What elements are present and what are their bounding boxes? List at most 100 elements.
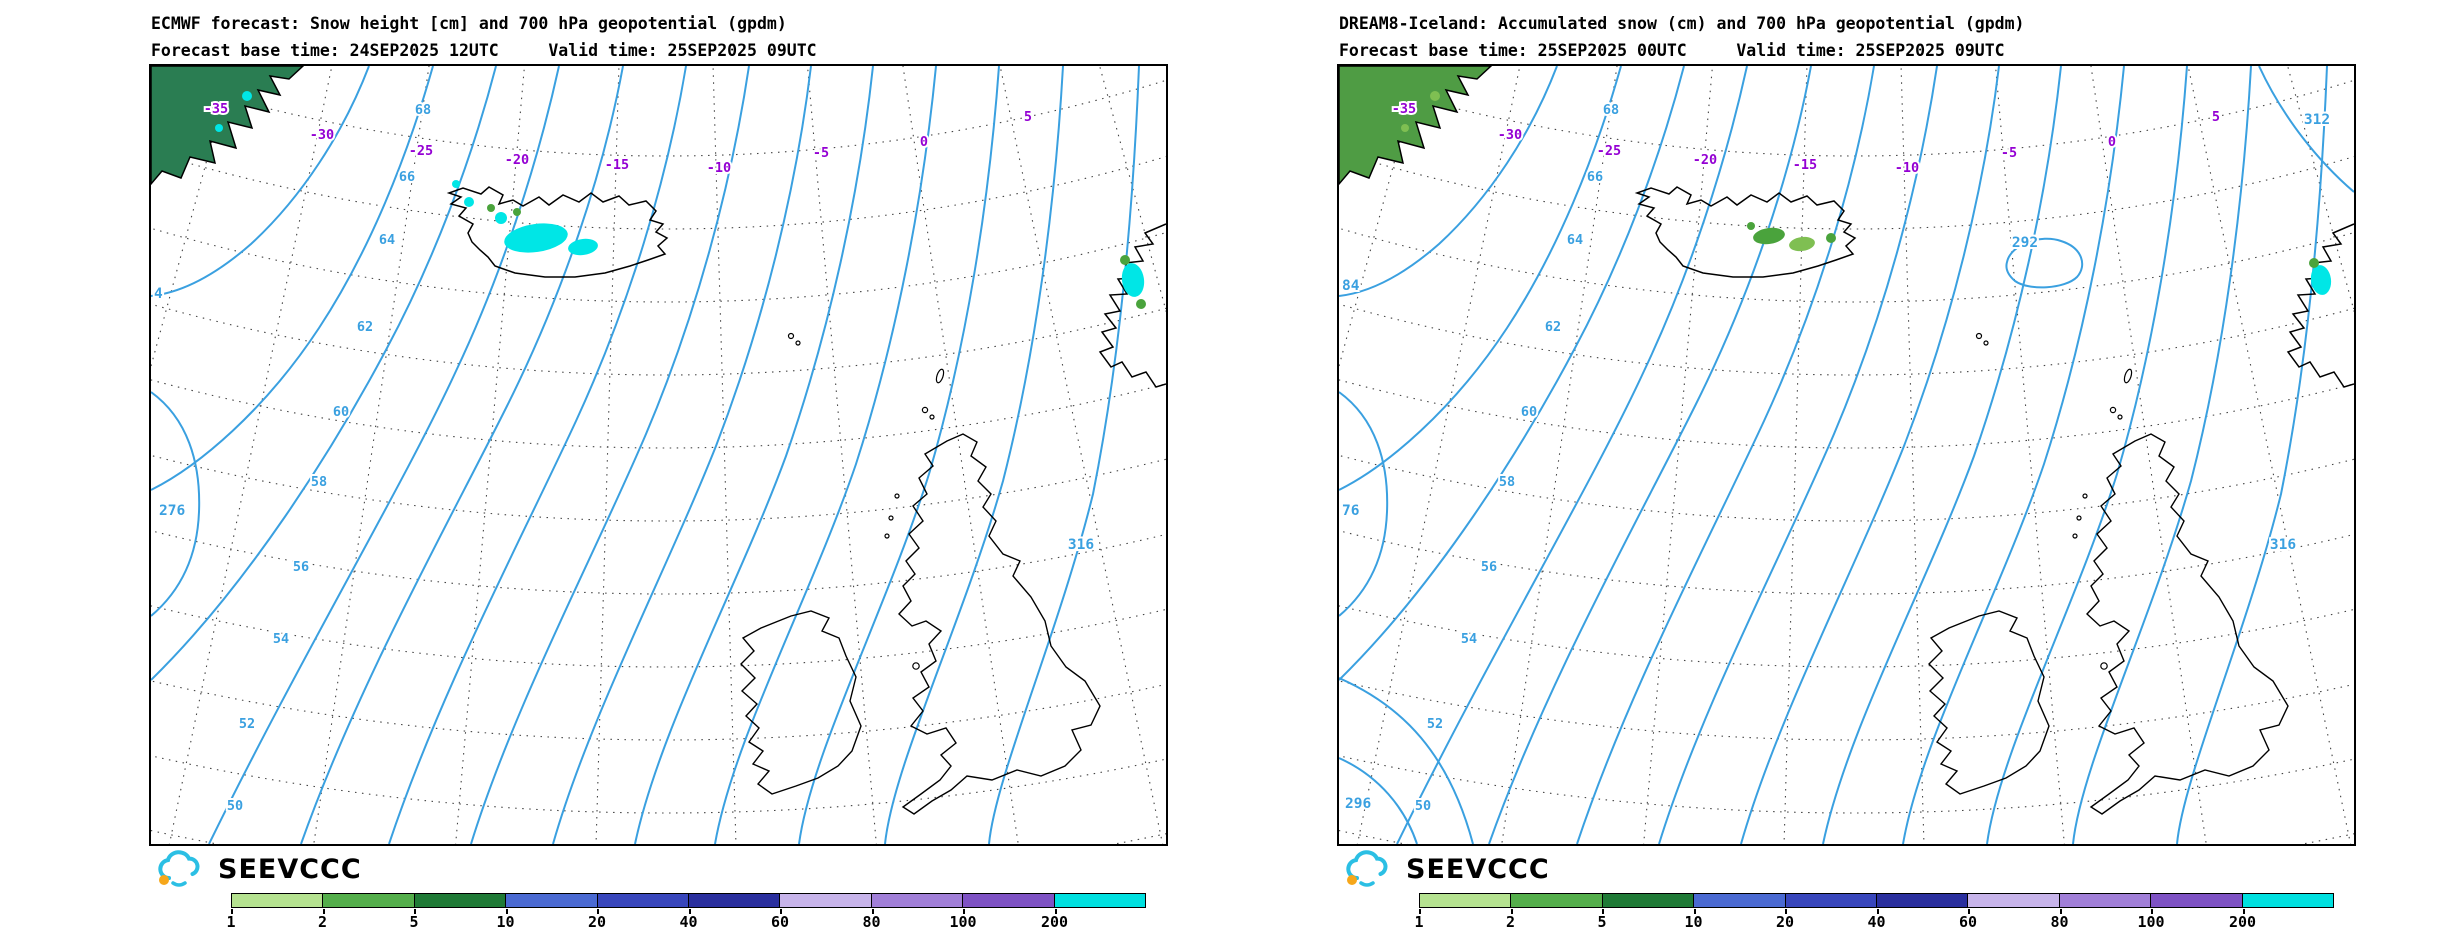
geopotential-contour-line (2176, 66, 2328, 844)
coastline-great-britain (898, 433, 1101, 815)
latitude-label: 66 (1587, 169, 1603, 185)
colorbar-tick (322, 909, 325, 914)
coastline-small-island (921, 406, 929, 414)
geopotential-contour-line (2005, 237, 2084, 289)
colorbar-segment (1785, 894, 1878, 907)
geopotential-contour-line (552, 66, 812, 844)
colorbar-segment (2242, 894, 2334, 907)
latitude-label: 66 (399, 169, 415, 185)
colorbar-segment (232, 894, 324, 907)
snow-patch (1121, 263, 1145, 297)
longitude-label: -35 (1392, 101, 1416, 117)
longitude-gridline (2187, 66, 2352, 844)
colorbar-tick (1785, 909, 1787, 914)
coastline-iceland (1634, 186, 1857, 278)
map-labels: -35 -30 -25 -20 -15 -10 -5 0 5 68 66 64 62 60 58 56 54 52… (1340, 99, 2332, 816)
longitude-gridline (2287, 66, 2354, 313)
snow-patch (1136, 299, 1146, 309)
longitude-label: -30 (310, 127, 334, 143)
colorbar-tick-label: 5 (1597, 913, 1607, 931)
colorbar-tick-label: 60 (1958, 913, 1978, 931)
coastline-small-island (929, 414, 935, 420)
coastline-shetland (935, 368, 945, 384)
latitude-label: 58 (1499, 474, 1515, 490)
longitude-label: 5 (1024, 109, 1032, 125)
colorbar-tick-label: 1 (1414, 913, 1424, 931)
coastline-small-island (912, 662, 920, 670)
coastline-greenland (151, 66, 305, 186)
forecast-map: -35 -30 -25 -20 -15 -10 -5 0 5 68 66 64 62 60 58 56 54 52… (149, 64, 1168, 846)
snow-patch (1747, 222, 1755, 230)
colorbar-tick (780, 909, 782, 914)
colorbar-tick-label: 100 (2137, 913, 2165, 931)
longitude-label: -20 (1693, 152, 1717, 168)
geopotential-contour-line (1396, 66, 1748, 844)
colorbar-segment (1968, 894, 2060, 907)
longitude-label: -15 (605, 157, 629, 173)
geopotential-contour-line (1902, 66, 2125, 844)
panel-subtitle: Forecast base time: 25SEP2025 00UTC Vali… (1339, 41, 2005, 60)
colorbar-tick (1693, 909, 1696, 914)
geopotential-contour-line (151, 391, 201, 617)
coastline-iceland (446, 186, 669, 278)
colorbar-tick-label: 200 (1040, 913, 1069, 931)
longitude-label: -20 (505, 152, 529, 168)
geopotential-contour-label: 4 (154, 286, 163, 302)
geopotential-contour-label: 84 (1342, 278, 1360, 294)
colorbar-tick (505, 909, 508, 914)
geopotential-contour-line (1339, 66, 1558, 297)
longitude-label: -30 (1498, 127, 1522, 143)
geopotential-contour-line (1986, 66, 2188, 844)
panel-titles: DREAM8-Iceland: Accumulated snow (cm) an… (1337, 0, 2356, 64)
coastline-small-island (2100, 662, 2108, 670)
colorbar-segment (1054, 894, 1146, 907)
colorbar-tick (597, 909, 599, 914)
logo-row: SEEVCCC (1337, 849, 2356, 889)
graticule-grid (151, 66, 1166, 844)
colorbar-scale (1419, 893, 2334, 908)
colorbar-segment (963, 894, 1055, 907)
longitude-gridline (712, 66, 737, 844)
snow-patch (1789, 236, 1815, 252)
colorbar-segment (1877, 894, 1969, 907)
coastline-small-island (2109, 406, 2117, 414)
seevccc-logo-text: SEEVCCC (1406, 853, 1550, 885)
latitude-label: 62 (357, 319, 373, 335)
snow-patch (1430, 91, 1440, 101)
geopotential-contour-line (1740, 66, 2000, 844)
colorbar-tick (688, 909, 691, 914)
colorbar-tick-label: 2 (1505, 913, 1516, 931)
colorbar-tick (2242, 909, 2245, 914)
coastline-small-island (2082, 493, 2088, 499)
latitude-label: 64 (379, 232, 395, 248)
snow-patch (504, 223, 568, 253)
longitude-label: -10 (707, 160, 731, 176)
latitude-label: 60 (333, 404, 349, 420)
geopotential-contour-line (1339, 66, 1685, 681)
latitude-gridline (151, 529, 1166, 594)
colorbar-segment (597, 894, 690, 907)
geopotential-contour-line (1339, 66, 1622, 491)
colorbar-tick-label: 2 (317, 913, 328, 931)
snow-patch (1401, 124, 1409, 132)
longitude-label: -10 (1895, 160, 1919, 176)
coastlines (151, 66, 1166, 815)
geopotential-contour-line (1339, 677, 1474, 844)
geopotential-contour-line (1488, 66, 1812, 844)
logo-row: SEEVCCC (149, 849, 1168, 889)
coastline-small-island (2117, 414, 2123, 420)
latitude-gridline (151, 227, 1166, 302)
latitude-gridline (1339, 454, 2354, 521)
colorbar-tick-label: 40 (1867, 913, 1886, 931)
geopotential-contours (1339, 66, 2354, 844)
latitude-label: 58 (311, 474, 327, 490)
colorbar-segment (1694, 894, 1786, 907)
latitude-gridline (151, 150, 1166, 230)
snow-patch (2309, 258, 2319, 268)
geopotential-contour-line (151, 66, 370, 297)
latitude-gridline (1339, 227, 2354, 302)
colorbar-segment (1602, 894, 1695, 907)
colorbar-tick-label: 5 (409, 913, 419, 931)
snow-patch (2310, 265, 2332, 295)
colorbar-segment (506, 894, 598, 907)
